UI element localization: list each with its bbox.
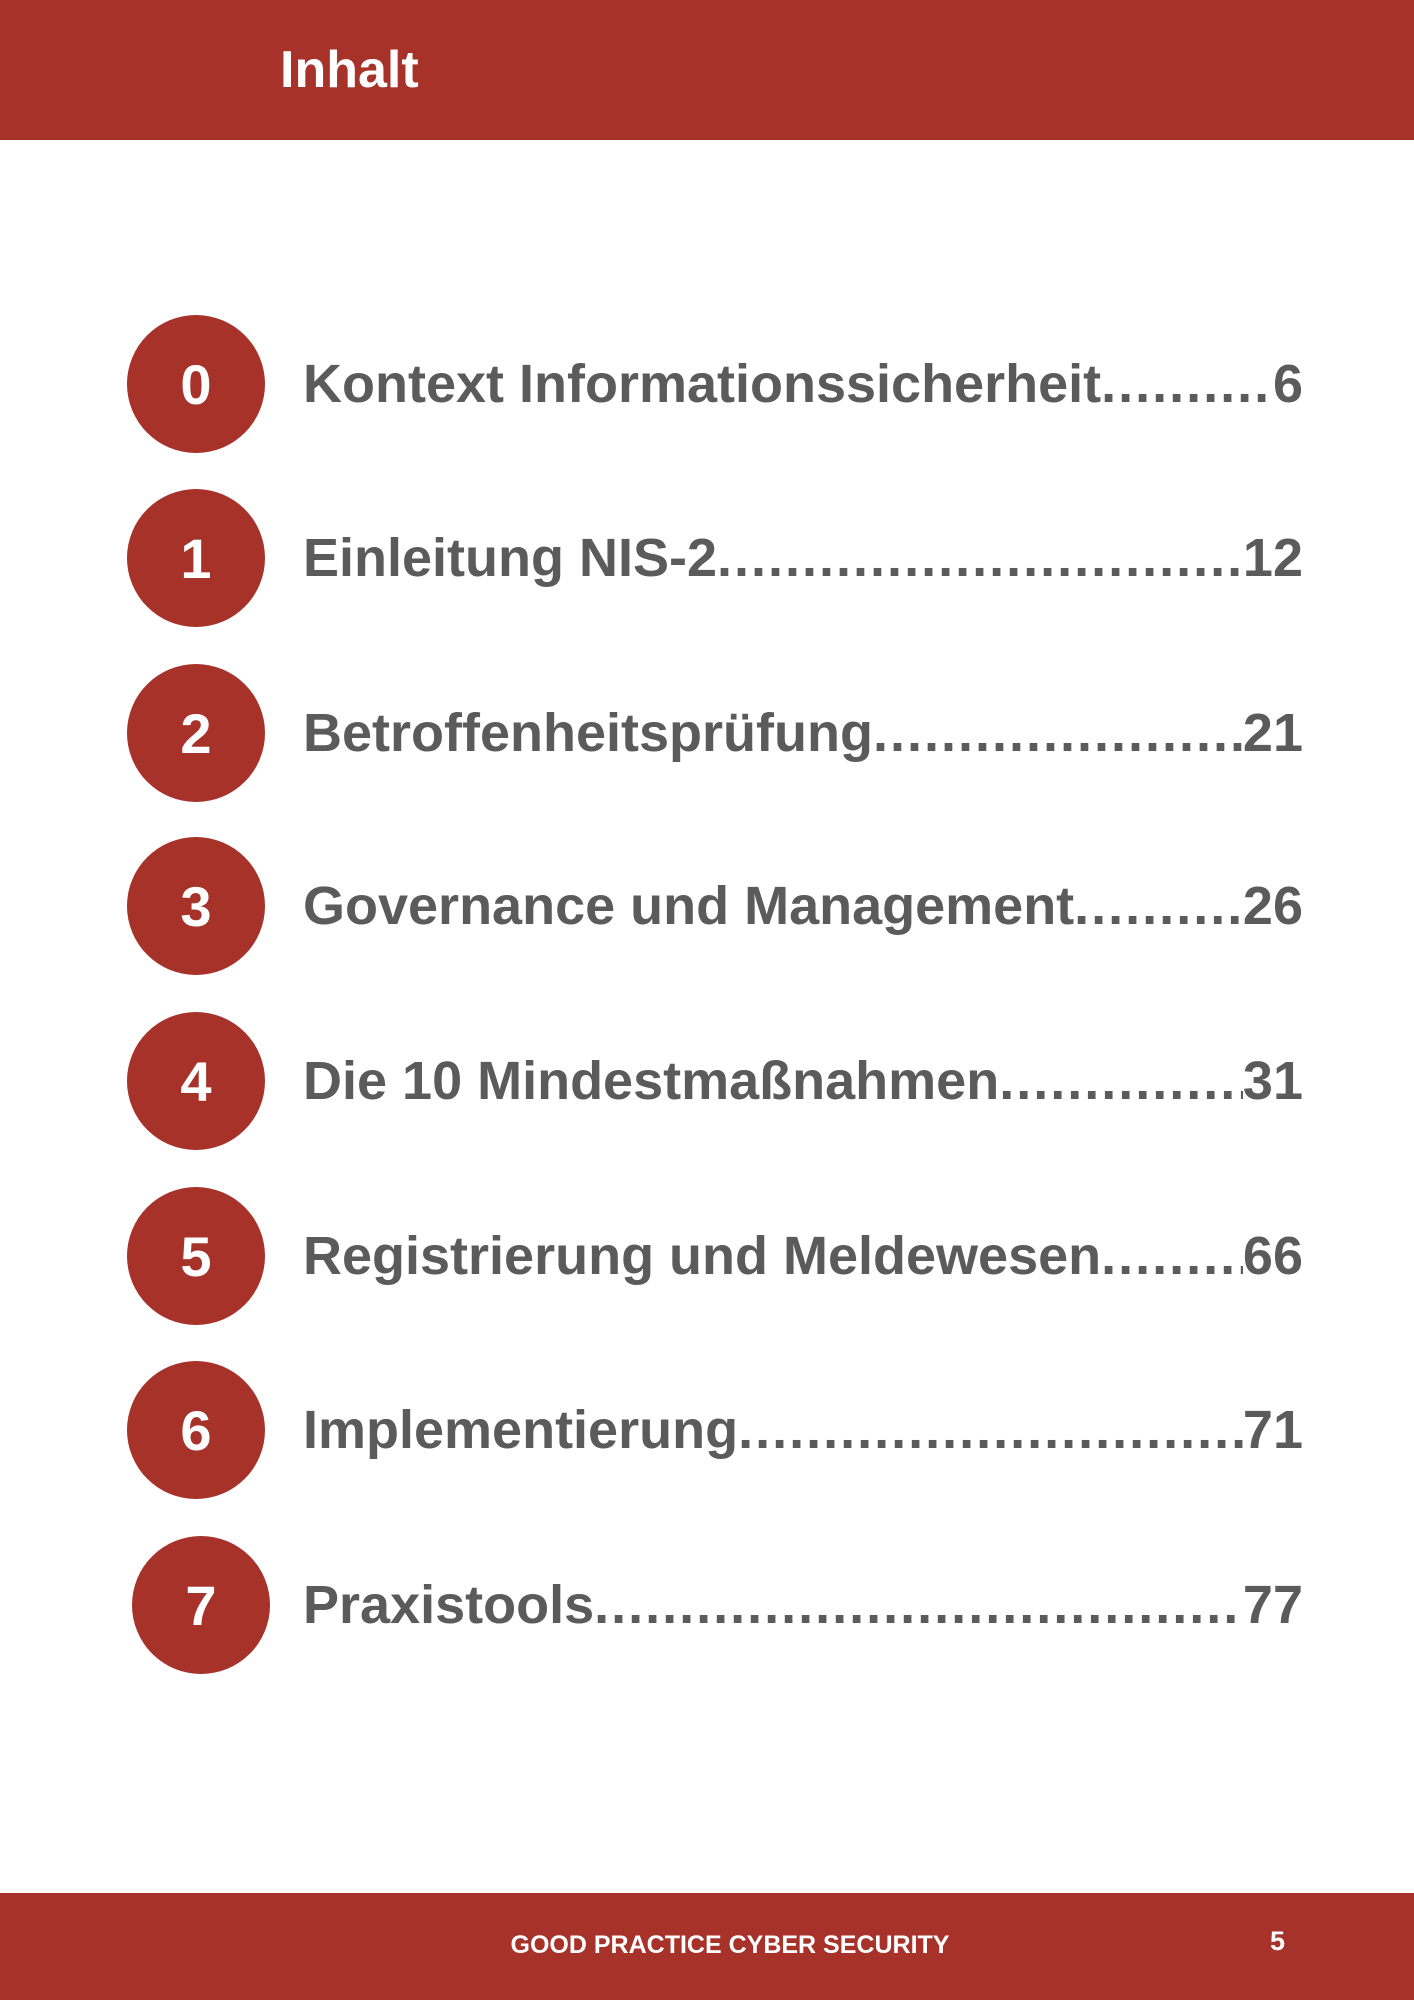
chapter-number: 4 [127, 1012, 265, 1150]
toc-entry[interactable]: 7 Praxistools 77 [0, 1535, 1414, 1675]
entry-page: 71 [1242, 1400, 1303, 1460]
entry-title: Registrierung und Meldewesen [303, 1226, 1102, 1286]
entry-line: Implementierung 71 [303, 1398, 1303, 1462]
entry-page: 12 [1242, 528, 1303, 588]
dot-leader [717, 526, 1243, 590]
dot-leader [873, 701, 1243, 765]
entry-line: Governance und Management 26 [303, 874, 1303, 938]
chapter-number: 3 [127, 837, 265, 975]
entry-title: Governance und Management [303, 876, 1075, 936]
entry-page: 77 [1242, 1575, 1303, 1635]
entry-page: 31 [1242, 1051, 1303, 1111]
entry-page: 21 [1242, 703, 1303, 763]
page-number: 5 [1270, 1926, 1286, 1956]
chapter-number: 0 [127, 315, 265, 453]
chapter-number: 6 [127, 1361, 265, 1499]
dot-leader [1101, 1224, 1243, 1288]
dot-leader [1101, 352, 1273, 416]
footer-bar [0, 1893, 1414, 2000]
entry-line: Die 10 Mindestmaßnahmen 31 [303, 1049, 1303, 1113]
dot-leader [738, 1398, 1243, 1462]
header-bar: Inhalt [0, 0, 1414, 140]
dot-leader [1074, 874, 1243, 938]
toc-entry[interactable]: 0 Kontext Informationssicherheit 6 [0, 314, 1414, 454]
entry-title: Kontext Informationssicherheit [303, 354, 1102, 414]
chapter-number: 2 [127, 664, 265, 802]
page-title: Inhalt [280, 41, 419, 99]
entry-page: 66 [1242, 1226, 1303, 1286]
entry-title: Betroffenheitsprüfung [303, 703, 873, 763]
dot-leader [999, 1049, 1243, 1113]
entry-line: Betroffenheitsprüfung 21 [303, 701, 1303, 765]
entry-line: Praxistools 77 [303, 1573, 1303, 1637]
entry-page: 26 [1242, 876, 1303, 936]
toc-entry[interactable]: 6 Implementierung 71 [0, 1360, 1414, 1500]
entry-title: Implementierung [303, 1400, 739, 1460]
chapter-number: 1 [127, 489, 265, 627]
chapter-number: 5 [127, 1187, 265, 1325]
toc-entry[interactable]: 3 Governance und Management 26 [0, 836, 1414, 976]
chapter-number: 7 [132, 1536, 270, 1674]
entry-title: Praxistools [303, 1575, 595, 1635]
entry-title: Einleitung NIS-2 [303, 528, 718, 588]
toc-entry[interactable]: 5 Registrierung und Meldewesen 66 [0, 1186, 1414, 1326]
entry-line: Kontext Informationssicherheit 6 [303, 352, 1303, 416]
dot-leader [594, 1573, 1243, 1637]
entry-title: Die 10 Mindestmaßnahmen [303, 1051, 1000, 1111]
entry-line: Einleitung NIS-2 12 [303, 526, 1303, 590]
toc-entry[interactable]: 1 Einleitung NIS-2 12 [0, 488, 1414, 628]
entry-page: 6 [1272, 354, 1303, 414]
entry-line: Registrierung und Meldewesen 66 [303, 1224, 1303, 1288]
footer-text: GOOD PRACTICE CYBER SECURITY [510, 1931, 950, 1959]
toc-entry[interactable]: 4 Die 10 Mindestmaßnahmen 31 [0, 1011, 1414, 1151]
toc-entry[interactable]: 2 Betroffenheitsprüfung 21 [0, 663, 1414, 803]
